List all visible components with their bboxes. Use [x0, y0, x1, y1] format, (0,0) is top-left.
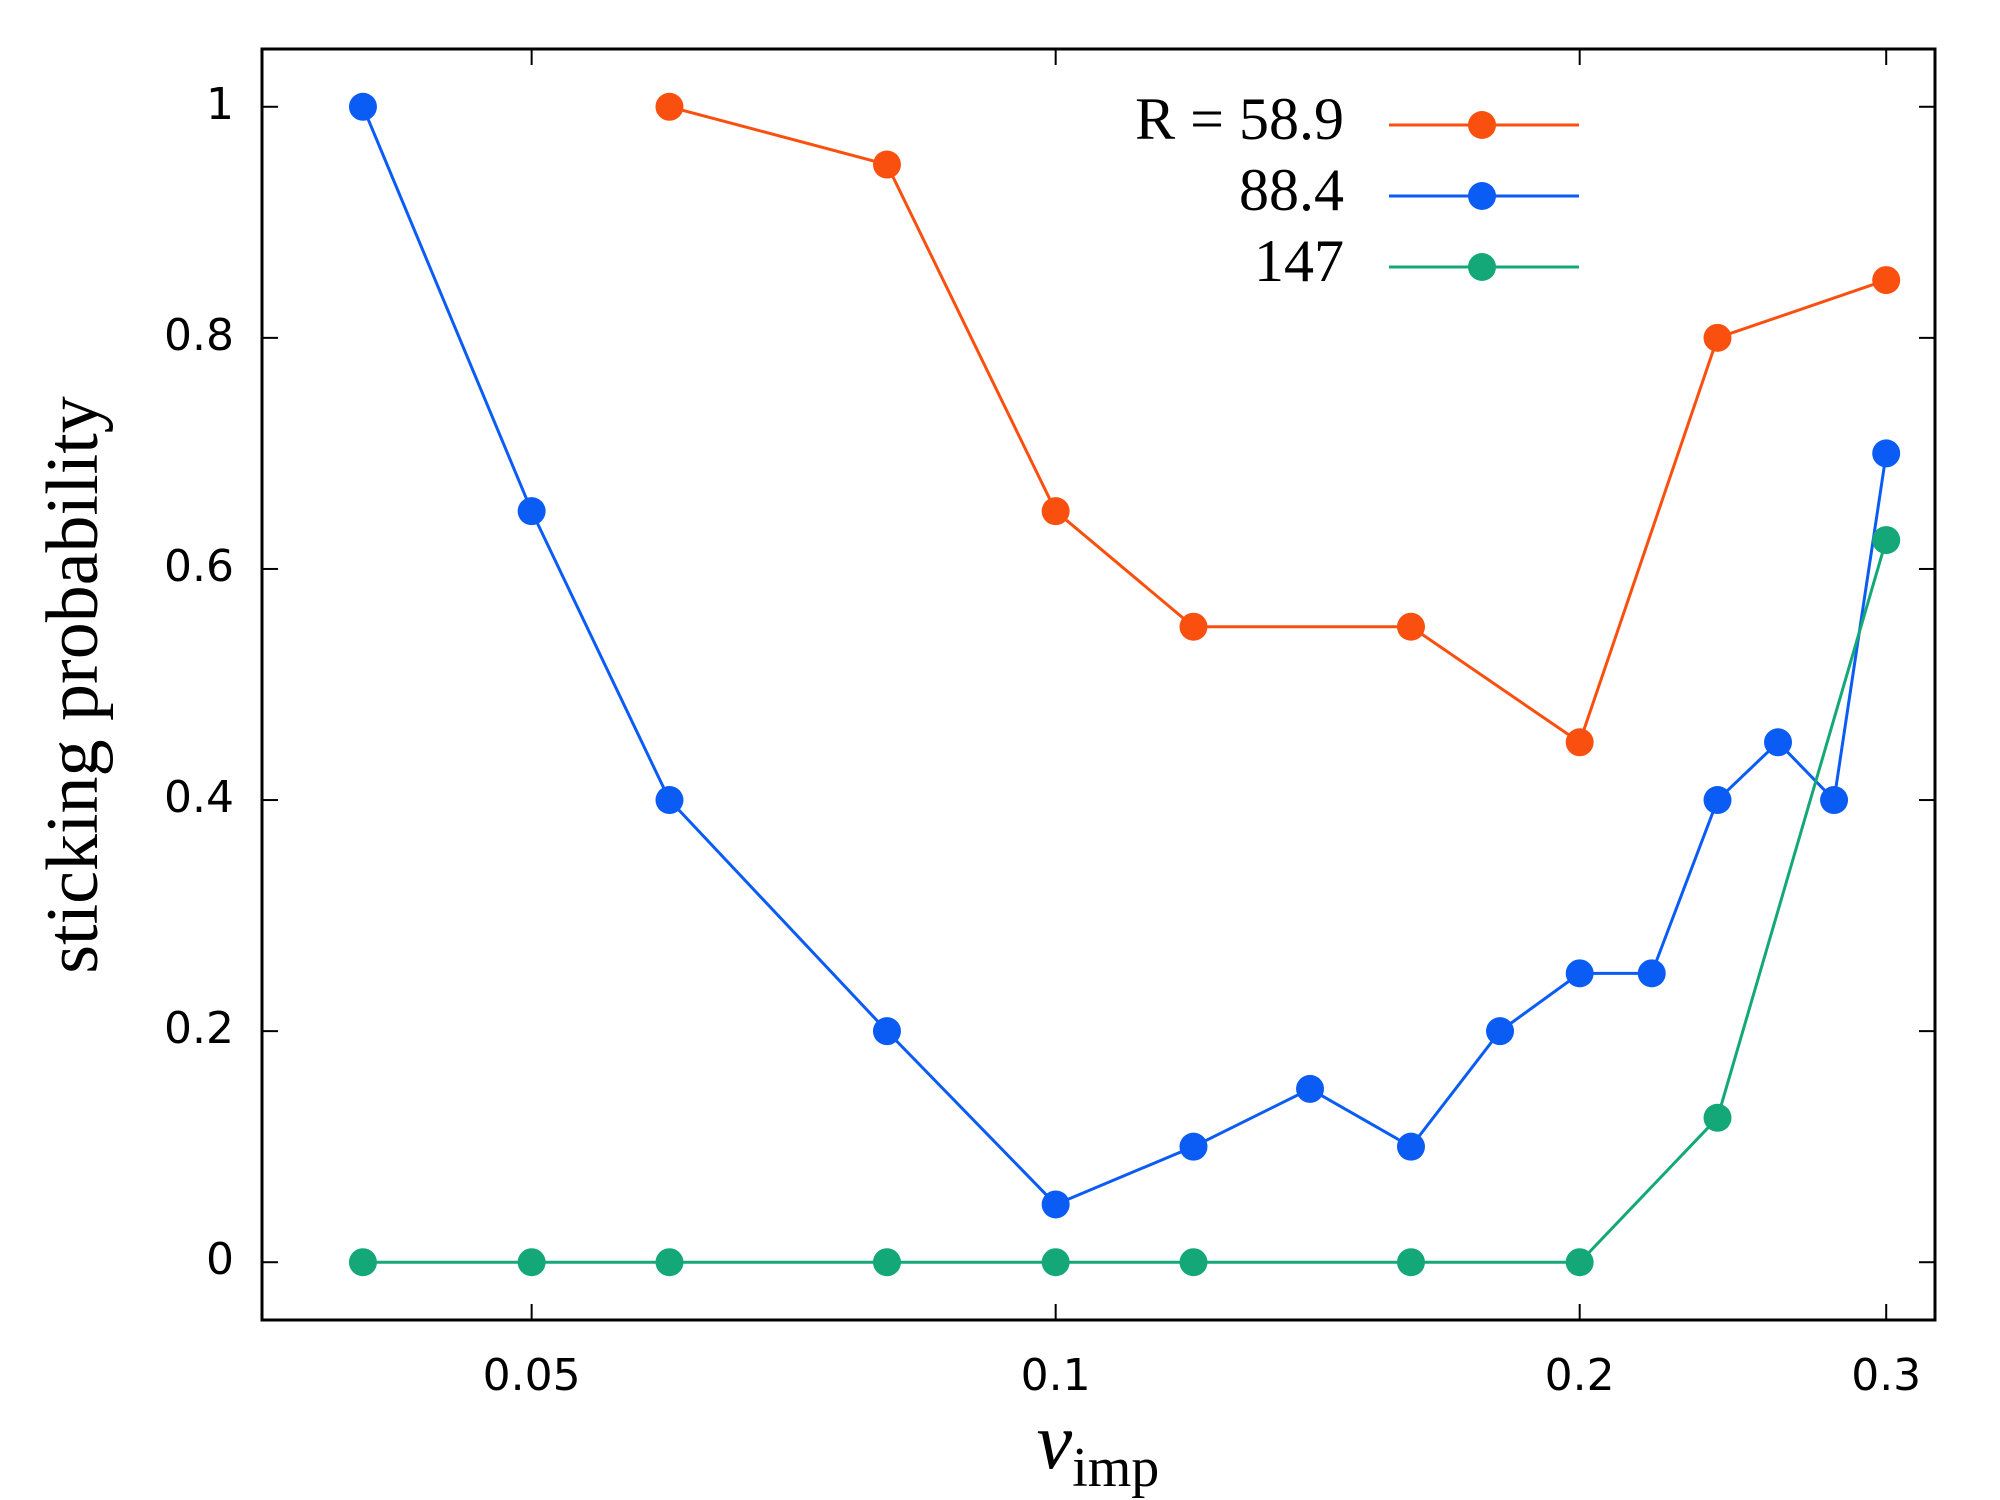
data-point — [1703, 786, 1732, 815]
data-point — [1703, 323, 1732, 352]
data-point — [1396, 1132, 1425, 1161]
y-tick-label: 0 — [206, 1234, 234, 1285]
x-tick-label: 0.2 — [1545, 1350, 1615, 1401]
data-point — [1565, 959, 1594, 988]
x-axis-label-sub: imp — [1072, 1437, 1159, 1499]
y-tick-label: 0.2 — [164, 1003, 234, 1054]
data-point — [655, 1248, 684, 1277]
series-line — [669, 105, 1887, 745]
legend-marker — [1468, 253, 1496, 281]
data-point — [1637, 959, 1666, 988]
data-point — [1565, 728, 1594, 757]
data-point — [1565, 1248, 1594, 1277]
legend-label: 88.4 — [1239, 157, 1344, 223]
data-point — [1041, 1248, 1070, 1277]
x-tick-label: 0.3 — [1851, 1350, 1921, 1401]
y-axis-label: sticking probability — [32, 396, 114, 974]
data-point — [872, 1017, 901, 1046]
legend-marker — [1468, 111, 1496, 139]
data-point — [655, 786, 684, 815]
y-tick-label: 0.8 — [164, 310, 234, 361]
legend-label: R = 58.9 — [1135, 86, 1344, 152]
data-point — [1296, 1074, 1325, 1103]
data-point — [872, 150, 901, 179]
plot-frame — [260, 47, 1937, 1322]
legend-marker — [1468, 182, 1496, 210]
data-point — [872, 1248, 901, 1277]
data-point — [517, 1248, 546, 1277]
data-point — [1872, 439, 1901, 468]
x-tick-label: 0.1 — [1021, 1350, 1091, 1401]
data-point — [348, 92, 377, 121]
data-point — [1179, 1132, 1208, 1161]
data-point — [1179, 612, 1208, 641]
data-point — [1872, 526, 1901, 555]
legend-label: 147 — [1254, 228, 1344, 294]
x-axis-label: vimp — [1037, 1398, 1160, 1499]
data-point — [517, 497, 546, 526]
data-point — [1396, 1248, 1425, 1277]
data-point — [1041, 497, 1070, 526]
data-point — [1703, 1103, 1732, 1132]
x-tick-label: 0.05 — [483, 1350, 581, 1401]
x-axis-label-main: v — [1037, 1398, 1073, 1486]
data-point — [1396, 612, 1425, 641]
data-point — [1179, 1248, 1208, 1277]
y-tick-label: 0.4 — [164, 772, 234, 823]
data-point — [348, 1248, 377, 1277]
data-point — [655, 92, 684, 121]
data-point — [1764, 728, 1793, 757]
data-point — [1872, 266, 1901, 295]
data-point — [1041, 1190, 1070, 1219]
y-tick-label: 0.6 — [164, 541, 234, 592]
series-line — [362, 539, 1888, 1264]
y-tick-label: 1 — [206, 79, 234, 130]
data-point — [1820, 786, 1849, 815]
data-point — [1486, 1017, 1515, 1046]
